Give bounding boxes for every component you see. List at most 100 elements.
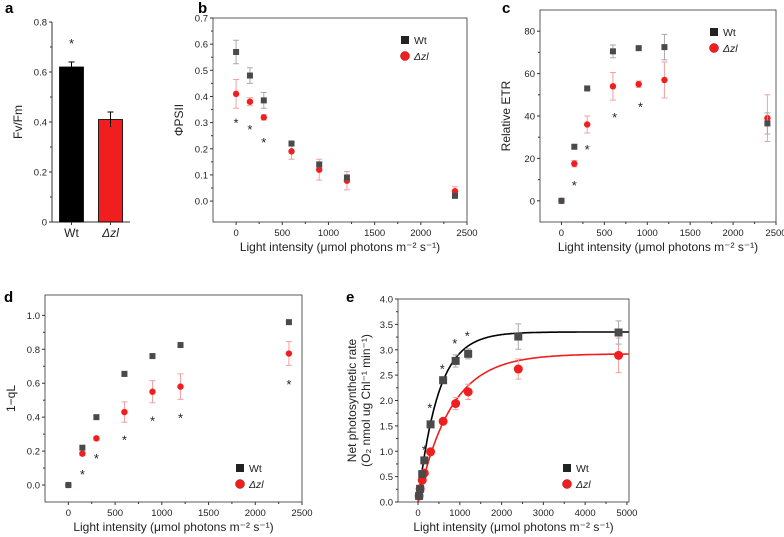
- y-axis-label: (O₂ nmol ug Chl⁻¹ min⁻¹): [359, 334, 373, 467]
- significance-star: *: [69, 36, 74, 51]
- x-tick-label: 2000: [245, 508, 266, 519]
- x-tick-label: 2000: [491, 508, 512, 519]
- data-point-wt: [233, 49, 240, 55]
- y-tick-label: 0.0: [27, 481, 40, 492]
- x-tick-label: 5000: [616, 508, 637, 519]
- significance-star: *: [422, 443, 427, 458]
- panel-label: c: [502, 0, 510, 17]
- x-tick-label: 1000: [318, 228, 339, 239]
- significance-star: *: [452, 336, 457, 351]
- data-point-dzl: [635, 81, 642, 88]
- x-tick-label: 2500: [291, 508, 312, 519]
- data-point-wt: [609, 48, 616, 55]
- legend-wt-marker: [236, 464, 244, 472]
- significance-star: *: [638, 99, 643, 114]
- legend-dzl-label: Δzl: [413, 51, 429, 63]
- y-tick-label: 0.7: [195, 14, 208, 25]
- legend-wt-label: Wt: [723, 27, 736, 39]
- x-tick-label: 0: [66, 508, 71, 519]
- panel-label: e: [346, 289, 354, 306]
- data-point-wt: [418, 470, 427, 479]
- legend-dzl-marker: [562, 479, 572, 489]
- y-tick-label: 0.4: [195, 92, 208, 103]
- y-tick-label: 0.6: [34, 68, 47, 79]
- data-point-dzl: [614, 350, 624, 360]
- significance-star: *: [440, 362, 445, 377]
- significance-star: *: [286, 377, 291, 392]
- fit-curve-wt: [417, 331, 629, 503]
- y-tick-label: 2.0: [380, 396, 393, 407]
- y-tick-label: 0.1: [195, 170, 208, 181]
- legend-dzl-marker: [709, 43, 719, 53]
- data-point-dzl: [571, 160, 578, 167]
- significance-star: *: [465, 329, 470, 344]
- x-axis-label: Light intensity (μmol photons m⁻² s⁻¹): [558, 240, 758, 254]
- legend-dzl-label: Δzl: [722, 43, 738, 55]
- x-tick-label: 1500: [364, 228, 385, 239]
- data-point-dzl: [316, 166, 323, 173]
- data-point-dzl: [513, 364, 523, 374]
- y-tick-label: 0.2: [195, 144, 208, 155]
- data-point-wt: [288, 140, 295, 147]
- plot-frame: [212, 17, 468, 223]
- data-point-wt: [415, 491, 424, 500]
- y-axis-label: Fv/Fm: [11, 105, 25, 139]
- x-tick-label: 2500: [456, 228, 477, 239]
- data-point-dzl: [288, 148, 295, 155]
- significance-star: *: [585, 142, 590, 157]
- x-tick-label: Wt: [64, 226, 79, 240]
- x-tick-label: 4000: [575, 508, 596, 519]
- panel-e: e 0.0 0.5 1.0 1.5 2.0 2.5 3.0 3.5 4.0 Net photosyn…: [345, 289, 637, 534]
- data-point-dzl: [177, 383, 184, 390]
- plot-frame: [397, 298, 630, 503]
- y-axis-label: 1−qL: [4, 385, 18, 412]
- data-point-dzl: [451, 187, 459, 195]
- y-tick-label: 0: [530, 196, 535, 207]
- significance-star: *: [178, 410, 183, 425]
- x-tick-label: 500: [596, 228, 612, 239]
- y-tick-label: 0.3: [195, 118, 208, 129]
- x-tick-label: 0: [415, 508, 420, 519]
- data-point-wt: [571, 143, 578, 150]
- significance-star: *: [247, 122, 252, 137]
- significance-star: *: [94, 451, 99, 466]
- data-point-wt: [661, 44, 668, 51]
- data-point-wt: [177, 342, 184, 349]
- legend-wt-label: Wt: [576, 463, 589, 475]
- x-tick-label: 1000: [637, 228, 658, 239]
- data-point-wt: [558, 197, 565, 204]
- panel-b: b 0.0 0.1 0.2 0.3 0.4 0.5 0.6 0.7 ΦPSII 0 500 1000 15…: [172, 0, 478, 254]
- y-axis-label: ΦPSII: [172, 104, 186, 136]
- y-tick-label: 0.6: [27, 379, 40, 390]
- y-tick-label: 0.0: [380, 498, 393, 509]
- x-tick-label: 500: [107, 508, 123, 519]
- significance-star: *: [572, 178, 577, 193]
- data-point-wt: [121, 370, 128, 377]
- data-point-wt: [426, 420, 435, 429]
- data-point-dzl: [451, 399, 461, 409]
- x-tick-label: 2000: [410, 228, 431, 239]
- significance-star: *: [80, 467, 85, 482]
- x-tick-label: 0: [233, 228, 238, 239]
- data-point-wt: [439, 376, 448, 385]
- significance-star: *: [150, 414, 155, 429]
- data-point-wt: [246, 72, 253, 79]
- y-tick-label: 0.2: [27, 447, 40, 458]
- x-tick-label: 2500: [765, 228, 784, 239]
- legend: Wt Δzl: [562, 463, 591, 491]
- significance-star: *: [261, 135, 266, 150]
- data-point-dzl: [79, 450, 86, 457]
- data-point-wt: [584, 85, 591, 92]
- bar-dzl: [98, 119, 123, 223]
- x-tick-label: 1500: [680, 228, 701, 239]
- data-point-dzl: [149, 388, 156, 395]
- x-tick-label: 1000: [449, 508, 470, 519]
- data-point-wt: [260, 97, 267, 104]
- x-tick-label: Δzl: [101, 226, 119, 240]
- data-point-wt: [614, 328, 623, 337]
- x-axis-label: Light intensity (μmol photons m⁻² s⁻¹): [240, 240, 440, 254]
- data-point-dzl: [661, 76, 668, 84]
- y-tick-label: 0.5: [195, 66, 208, 77]
- legend-dzl-label: Δzl: [575, 479, 591, 491]
- panel-label: b: [198, 0, 207, 17]
